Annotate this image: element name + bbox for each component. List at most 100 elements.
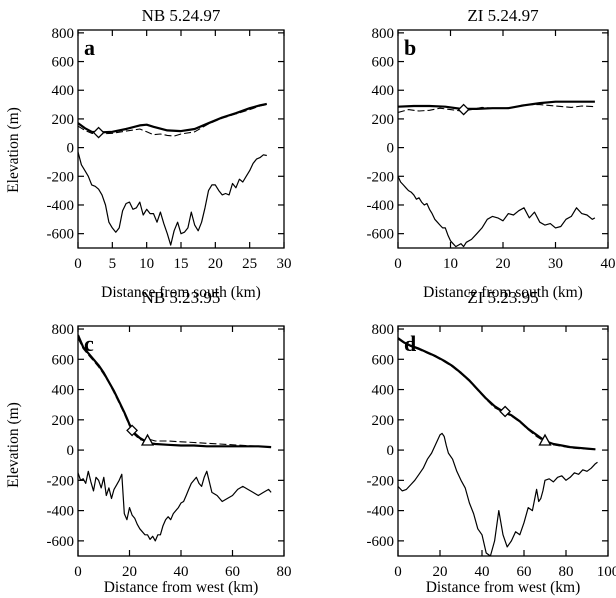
y-tick-label: -600: [47, 534, 75, 550]
y-tick-label: -200: [367, 473, 395, 489]
series-surface-alt-line: [398, 104, 595, 114]
x-tick-label: 80: [277, 564, 292, 580]
y-tick-label: 200: [52, 413, 75, 429]
panel-b-xlabel: Distance from south (km): [423, 284, 583, 301]
plot-area: [78, 102, 268, 246]
x-tick-label: 40: [174, 564, 189, 580]
series-bed-line: [398, 432, 598, 556]
x-tick-label: 25: [242, 256, 257, 272]
panel-a: NB 5.24.97 Distance from south (km) Elev…: [5, 6, 292, 301]
y-tick-label: 200: [52, 112, 75, 128]
series-surface-alt-line: [398, 338, 596, 450]
x-tick-label: 20: [433, 564, 448, 580]
y-tick-label: -200: [47, 169, 75, 185]
y-tick-label: -400: [367, 504, 395, 520]
x-tick-label: 20: [208, 256, 223, 272]
panel-c-letter: c: [84, 331, 94, 356]
y-tick-label: 800: [52, 26, 75, 42]
y-tick-label: 0: [387, 443, 395, 459]
x-tick-label: 100: [597, 564, 616, 580]
panel-b: ZI 5.24.97 Distance from south (km) b 80…: [367, 6, 616, 301]
plot-frame: [77, 325, 285, 557]
series-bed-line: [398, 176, 596, 248]
series-bed-line: [78, 470, 272, 542]
x-tick-label: 30: [548, 256, 563, 272]
x-tick-label: 80: [559, 564, 574, 580]
y-tick-label: 0: [387, 141, 395, 157]
y-tick-label: -200: [367, 169, 395, 185]
series-surface-line: [78, 102, 268, 134]
x-tick-label: 20: [122, 564, 137, 580]
panel-a-letter: a: [84, 35, 95, 60]
x-tick-label: 60: [517, 564, 532, 580]
panel-c: NB 5.23.95 Distance from west (km) Eleva…: [5, 288, 292, 596]
x-tick-label: 0: [74, 564, 82, 580]
diamond-marker: [457, 103, 470, 116]
y-tick-label: 400: [52, 383, 75, 399]
y-tick-label: -600: [367, 227, 395, 243]
x-tick-label: 40: [475, 564, 490, 580]
x-tick-label: 40: [601, 256, 616, 272]
y-tick-label: 800: [52, 322, 75, 338]
panel-b-title: ZI 5.24.97: [467, 6, 539, 25]
panel-d-title: ZI 5.23.95: [467, 288, 538, 307]
y-tick-label: 600: [52, 352, 75, 368]
plot-frame: [397, 325, 609, 557]
panel-a-title: NB 5.24.97: [142, 6, 221, 25]
y-tick-label: 400: [372, 83, 395, 99]
y-tick-label: -400: [47, 198, 75, 214]
panel-a-ylabel: Elevation (m): [5, 107, 22, 193]
panel-a-plot: 800 600 400 200 0 -200 -400 -600 0 5 10 15 20 25 30: [47, 26, 292, 272]
y-tick-label: 400: [52, 83, 75, 99]
diamond-marker: [126, 424, 138, 437]
plot-area: [78, 334, 272, 542]
triangle-marker: [140, 433, 155, 446]
panel-d-xlabel: Distance from west (km): [426, 579, 581, 596]
panel-b-letter: b: [404, 35, 416, 60]
x-tick-label: 5: [109, 256, 117, 272]
series-surface-alt-line: [78, 337, 272, 448]
panel-d: ZI 5.23.95 Distance from west (km) d 800…: [367, 288, 616, 596]
y-tick-label: 0: [67, 443, 75, 459]
series-surface-line: [78, 334, 272, 449]
x-tick-label: 60: [225, 564, 240, 580]
y-tick-label: 0: [67, 141, 75, 157]
x-tick-label: 0: [394, 256, 402, 272]
series-surface-line: [398, 100, 595, 110]
x-tick-label: 30: [277, 256, 292, 272]
y-tick-label: -200: [47, 473, 75, 489]
diamond-marker: [92, 126, 105, 139]
x-tick-label: 10: [443, 256, 458, 272]
plot-area: [398, 337, 598, 556]
x-tick-label: 0: [74, 256, 82, 272]
y-tick-label: 800: [372, 322, 395, 338]
diamond-marker: [499, 405, 512, 418]
y-tick-label: -600: [367, 534, 395, 550]
y-tick-label: 600: [372, 55, 395, 71]
panel-a-xlabel: Distance from south (km): [101, 284, 261, 301]
y-tick-label: 600: [372, 352, 395, 368]
panel-c-title: NB 5.23.95: [142, 288, 221, 307]
panel-b-plot: 800 600 400 200 0 -200 -400 -600 0 10 20 30 40: [367, 26, 616, 272]
panel-d-letter: d: [404, 331, 416, 356]
y-tick-label: 800: [372, 26, 395, 42]
x-tick-label: 0: [394, 564, 402, 580]
x-tick-label: 15: [174, 256, 189, 272]
y-tick-label: 400: [372, 383, 395, 399]
y-tick-label: 200: [372, 112, 395, 128]
plot-frame: [397, 29, 609, 249]
x-tick-label: 20: [496, 256, 511, 272]
y-tick-label: -400: [367, 198, 395, 214]
series-surface-line: [398, 337, 596, 451]
x-tick-label: 10: [139, 256, 154, 272]
panel-c-plot: 800 600 400 200 0 -200 -400 -600 0 20 40 60 80: [47, 322, 292, 580]
y-tick-label: -600: [47, 227, 75, 243]
panel-c-xlabel: Distance from west (km): [104, 579, 259, 596]
y-tick-label: -400: [47, 504, 75, 520]
plot-area: [398, 100, 596, 248]
y-tick-label: 200: [372, 413, 395, 429]
panel-c-ylabel: Elevation (m): [5, 402, 22, 488]
series-bed-line: [78, 151, 267, 246]
plot-frame: [77, 29, 285, 249]
